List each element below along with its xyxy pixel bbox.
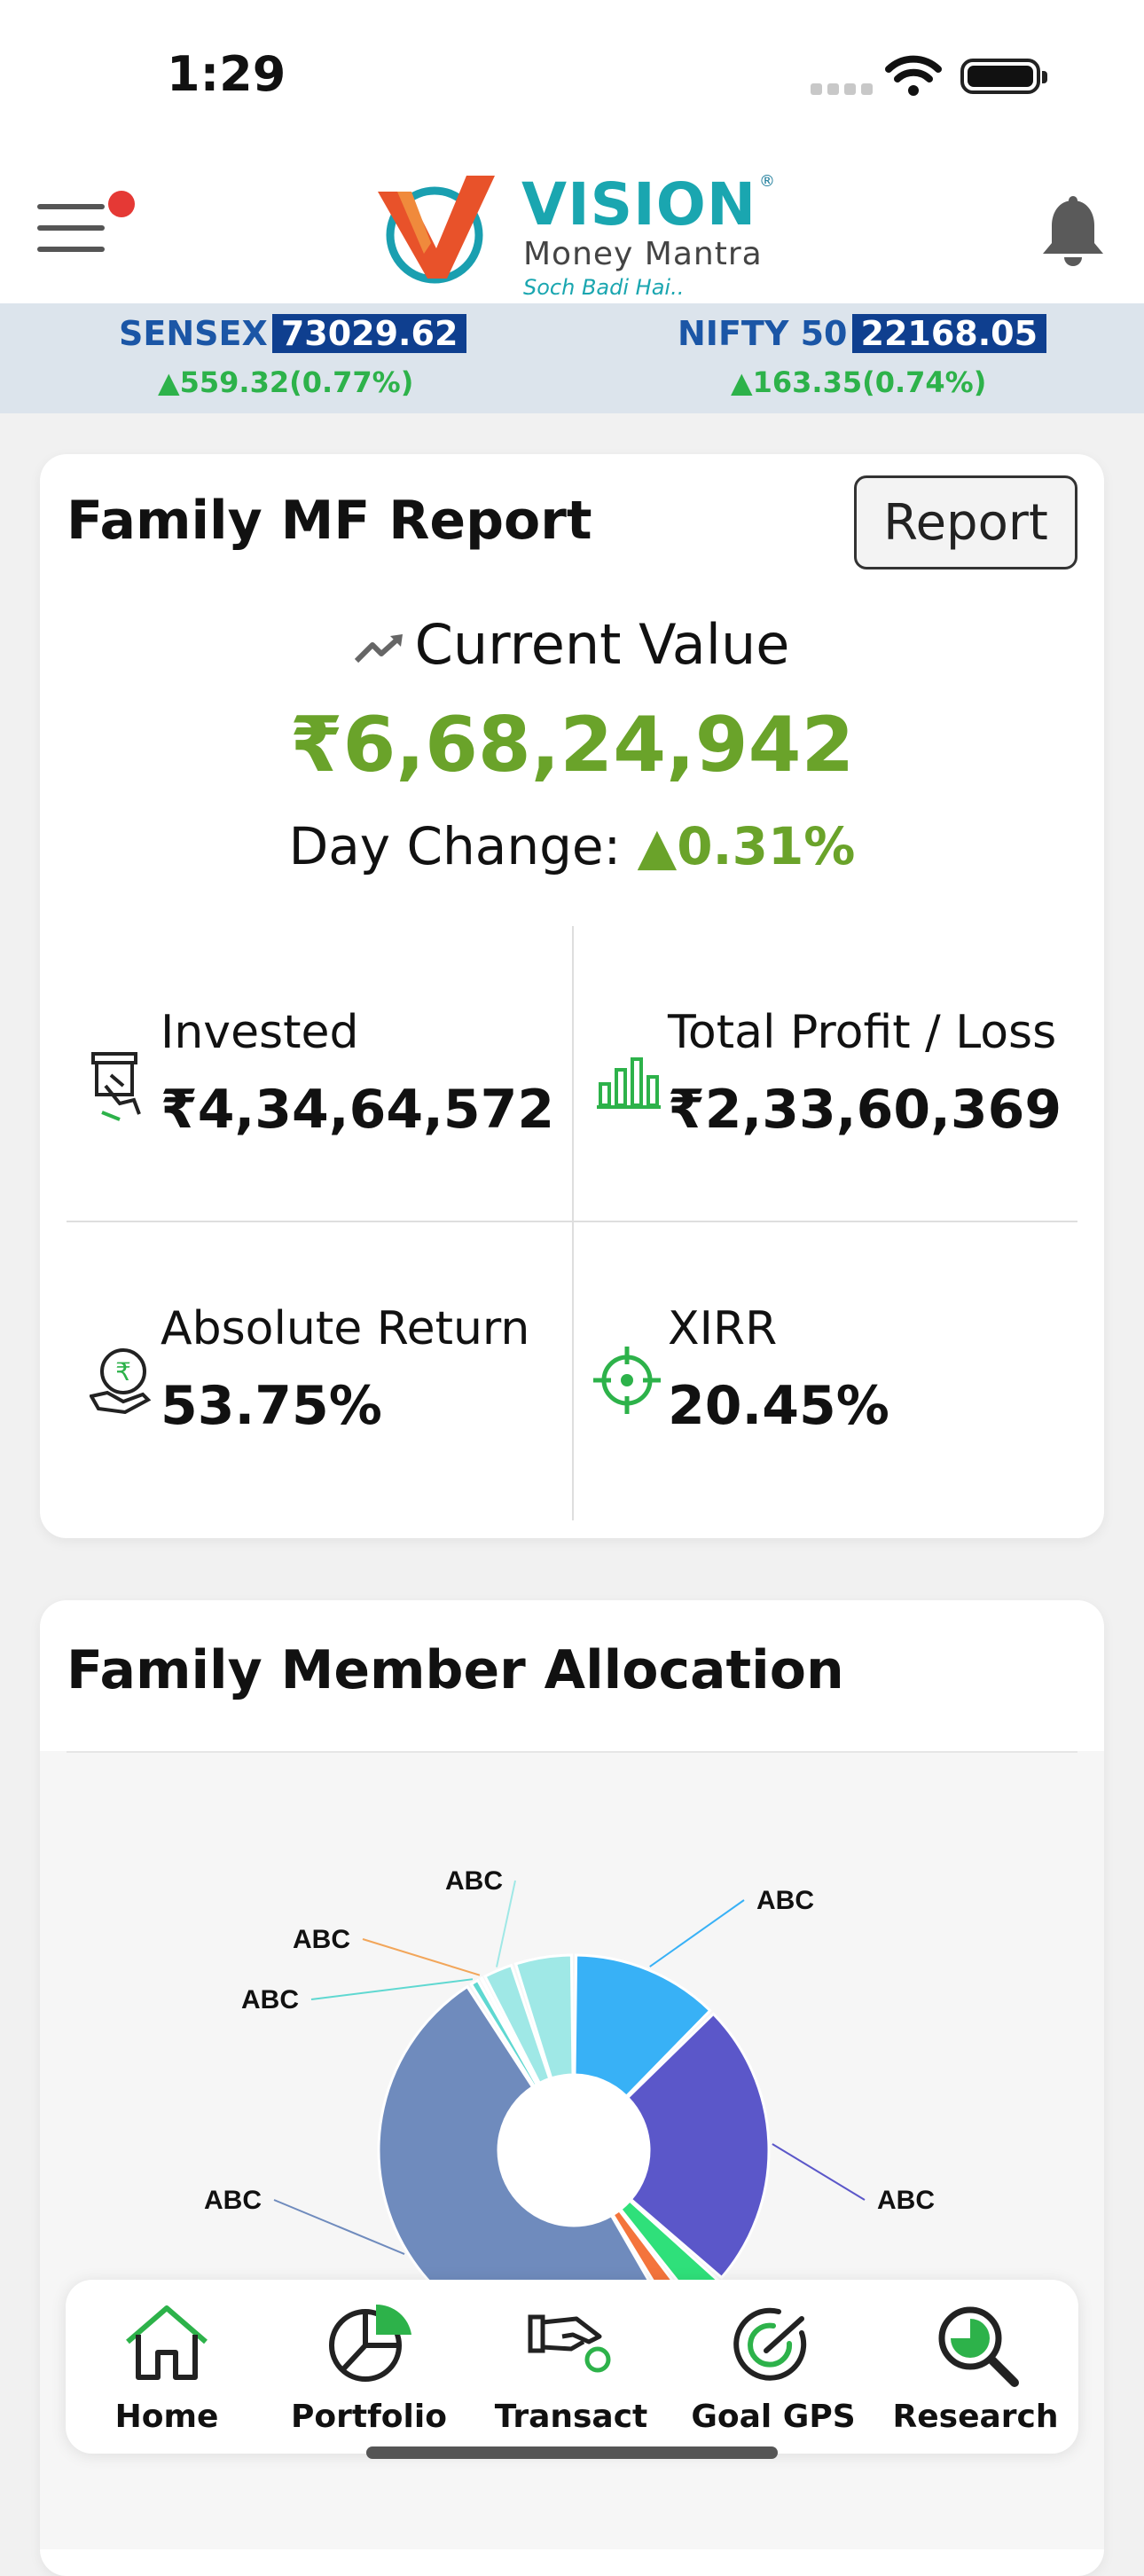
- family-mf-report-card: Family MF Report Report Current Value ₹6…: [40, 454, 1104, 1538]
- stat-value: ₹2,33,60,369: [668, 1079, 1062, 1141]
- report-button[interactable]: Report: [854, 475, 1077, 569]
- app-header: VISION ® Money Mantra Soch Badi Hai..: [0, 151, 1144, 303]
- ticker-name: SENSEX: [119, 314, 268, 353]
- registered-mark: ®: [759, 172, 775, 191]
- slice-label: ABC: [241, 1985, 299, 2014]
- day-change-label: Day Change:: [288, 816, 622, 876]
- invest-hand-icon: [91, 1052, 141, 1121]
- nav-transact[interactable]: Transact: [470, 2280, 672, 2454]
- slice-leader-line: [273, 2199, 405, 2255]
- slice-label: ABC: [445, 1866, 503, 1896]
- donut-hole: [498, 2075, 649, 2226]
- current-value-label: Current Value: [40, 612, 1104, 677]
- notification-dot: [108, 191, 135, 217]
- hand-coin-icon: [528, 2314, 611, 2373]
- stat-label: Total Profit / Loss: [668, 1006, 1057, 1059]
- nav-label: Research: [892, 2399, 1059, 2435]
- ticker-name: NIFTY 50: [678, 314, 848, 353]
- brand-subtitle: Money Mantra: [523, 236, 763, 272]
- nav-label: Portfolio: [291, 2399, 447, 2435]
- ticker-value: 22168.05: [851, 314, 1047, 353]
- trend-up-icon: [354, 633, 403, 664]
- nav-label: Home: [114, 2399, 219, 2435]
- slice-label: ABC: [293, 1925, 350, 1954]
- pie-chart-icon: [329, 2304, 411, 2382]
- ticker-change: 163.35(0.74%): [752, 365, 987, 399]
- ticker-nifty[interactable]: NIFTY 50 22168.05: [678, 314, 1047, 353]
- divider: [572, 926, 574, 1520]
- nav-portfolio[interactable]: Portfolio: [268, 2280, 470, 2454]
- up-arrow-icon: ▲: [158, 365, 180, 399]
- notification-bell-icon[interactable]: [1039, 195, 1107, 273]
- nav-label: Transact: [494, 2399, 648, 2435]
- wifi-icon: [885, 55, 942, 101]
- slice-label: ABC: [204, 2186, 262, 2215]
- brand-tagline: Soch Badi Hai..: [523, 275, 685, 300]
- divider: [67, 1751, 1077, 1753]
- bottom-nav: Home Portfolio Transact Goal GPS: [66, 2280, 1078, 2454]
- stat-value: ₹4,34,64,572: [161, 1079, 555, 1141]
- rupee-hand-icon: ₹: [90, 1348, 152, 1414]
- nav-label: Goal GPS: [691, 2399, 856, 2435]
- ticker-sensex-change: ▲559.32(0.77%): [158, 365, 413, 399]
- stat-absolute-return[interactable]: ₹ Absolute Return 53.75%: [67, 1222, 572, 1520]
- stat-total-profit-loss[interactable]: Total Profit / Loss ₹2,33,60,369: [574, 926, 1079, 1221]
- ticker-nifty-change: ▲163.35(0.74%): [731, 365, 986, 399]
- divider: [67, 1221, 1077, 1222]
- stat-label: Invested: [161, 1006, 359, 1059]
- stat-value: 53.75%: [161, 1375, 382, 1437]
- brand-name: VISION: [521, 170, 757, 239]
- nav-home[interactable]: Home: [66, 2280, 268, 2454]
- slice-leader-line: [496, 1880, 516, 1967]
- cellular-signal-icon: [811, 82, 878, 98]
- card-title: Family MF Report: [67, 490, 592, 552]
- logo-v-icon: [378, 176, 495, 284]
- slice-label: ABC: [877, 2186, 935, 2215]
- up-arrow-icon: ▲: [637, 816, 678, 876]
- brand-logo[interactable]: VISION ® Money Mantra Soch Badi Hai..: [371, 161, 779, 300]
- goal-target-icon: [733, 2307, 807, 2381]
- slice-leader-line: [310, 1978, 474, 2000]
- stat-xirr[interactable]: XIRR 20.45%: [574, 1222, 1079, 1520]
- day-change: Day Change: ▲0.31%: [40, 816, 1104, 876]
- research-search-icon: [938, 2306, 1019, 2387]
- card-title: Family Member Allocation: [67, 1639, 844, 1701]
- status-bar: 1:29: [0, 0, 1144, 151]
- ticker-value: 73029.62: [271, 314, 467, 353]
- slice-leader-line: [649, 1899, 745, 1967]
- ticker-sensex[interactable]: SENSEX 73029.62: [119, 314, 467, 353]
- crosshair-icon: [593, 1347, 661, 1414]
- ticker-change: 559.32(0.77%): [179, 365, 414, 399]
- stat-invested[interactable]: Invested ₹4,34,64,572: [67, 926, 572, 1221]
- stat-value: 20.45%: [668, 1375, 889, 1437]
- up-arrow-icon: ▲: [731, 365, 753, 399]
- current-value-text: Current Value: [414, 612, 790, 677]
- stat-label: Absolute Return: [161, 1302, 530, 1355]
- battery-icon: [960, 59, 1047, 94]
- allocation-donut-chart: ABC ABC ABC ABC ABC ABC: [204, 1866, 935, 2347]
- slice-leader-line: [772, 2143, 866, 2201]
- day-change-value: 0.31%: [677, 816, 856, 876]
- slice-leader-line: [362, 1938, 481, 1976]
- svg-text:₹: ₹: [115, 1357, 131, 1386]
- nav-goal-gps[interactable]: Goal GPS: [672, 2280, 874, 2454]
- market-ticker: SENSEX 73029.62 ▲559.32(0.77%) NIFTY 50 …: [0, 303, 1144, 413]
- home-icon: [126, 2305, 208, 2380]
- status-time: 1:29: [167, 46, 286, 102]
- menu-button[interactable]: [37, 204, 106, 252]
- bar-chart-icon: [597, 1057, 661, 1109]
- home-indicator: [366, 2446, 778, 2459]
- slice-label: ABC: [756, 1886, 814, 1915]
- nav-research[interactable]: Research: [874, 2280, 1077, 2454]
- stat-label: XIRR: [668, 1302, 778, 1355]
- current-value-amount: ₹6,68,24,942: [289, 701, 855, 789]
